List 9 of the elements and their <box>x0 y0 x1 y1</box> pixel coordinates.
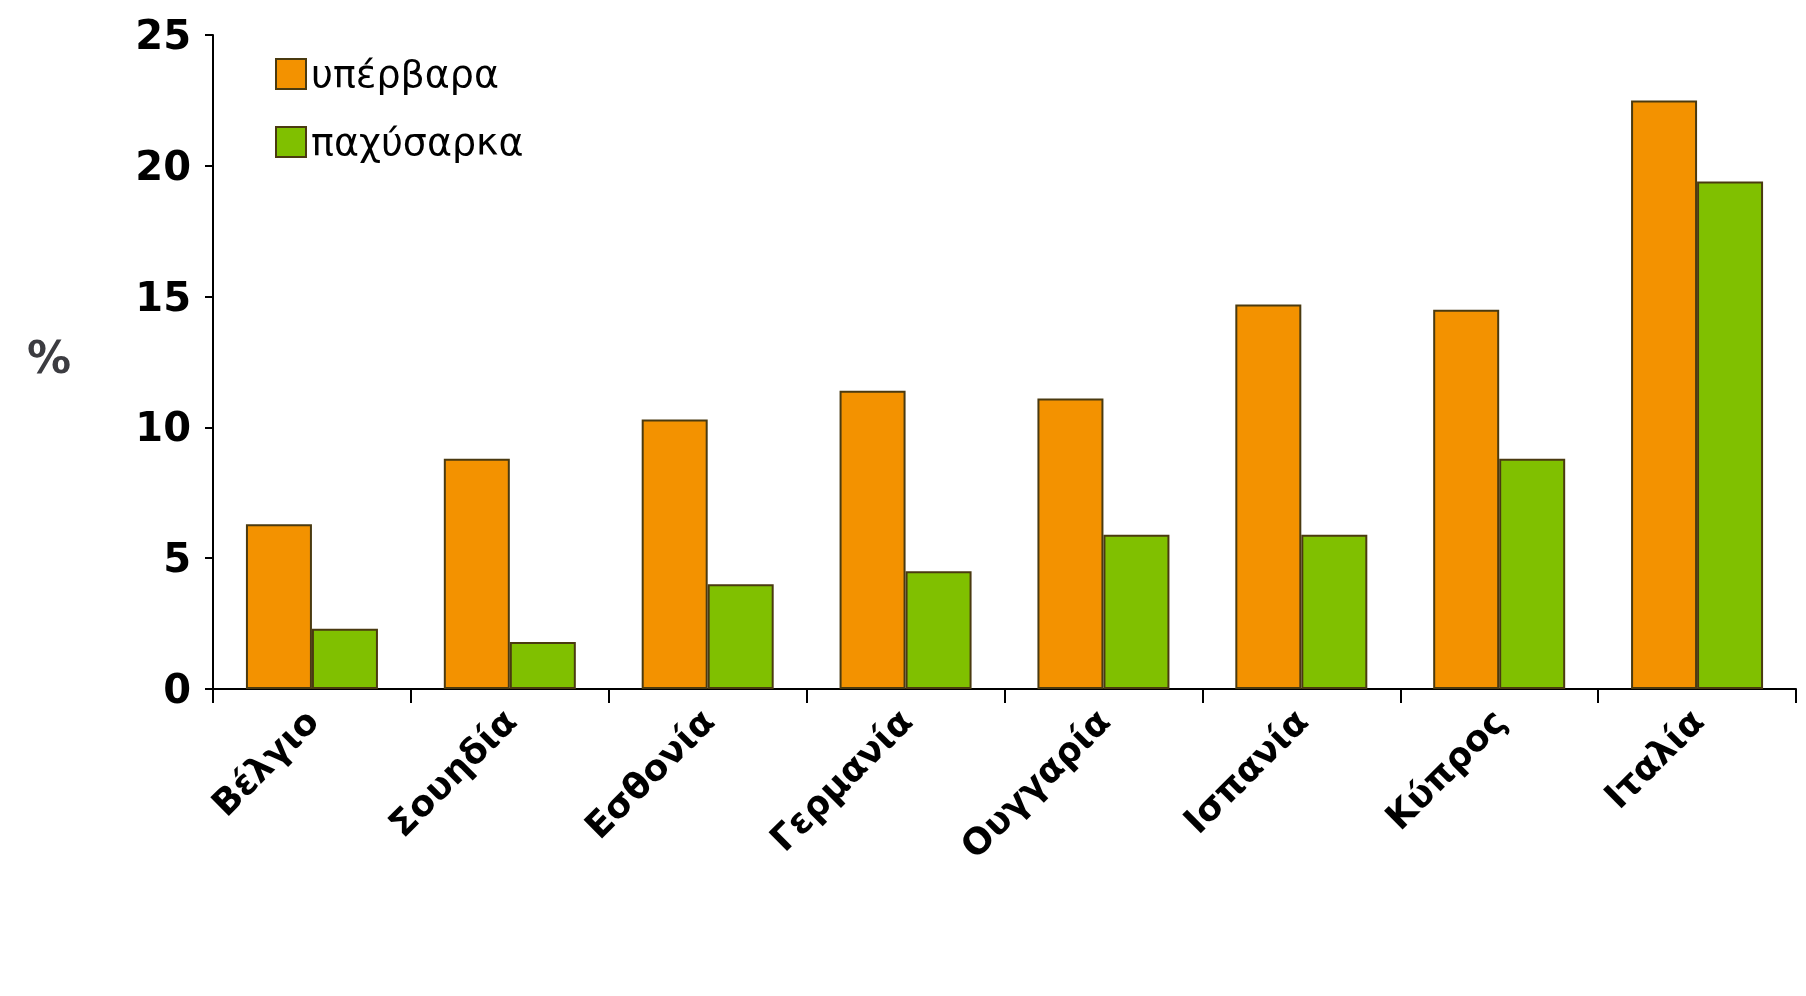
y-tick-label: 15 <box>135 273 191 320</box>
legend-label: παχύσαρκα <box>311 120 524 164</box>
y-axis-title: % <box>27 331 72 383</box>
y-tick-label: 20 <box>135 142 191 189</box>
y-tick-label: 10 <box>135 404 191 451</box>
legend-label: υπέρβαρα <box>311 52 499 96</box>
y-tick-label: 0 <box>163 666 191 712</box>
y-tick-label: 5 <box>163 535 191 582</box>
y-tick-label: 25 <box>135 12 191 58</box>
